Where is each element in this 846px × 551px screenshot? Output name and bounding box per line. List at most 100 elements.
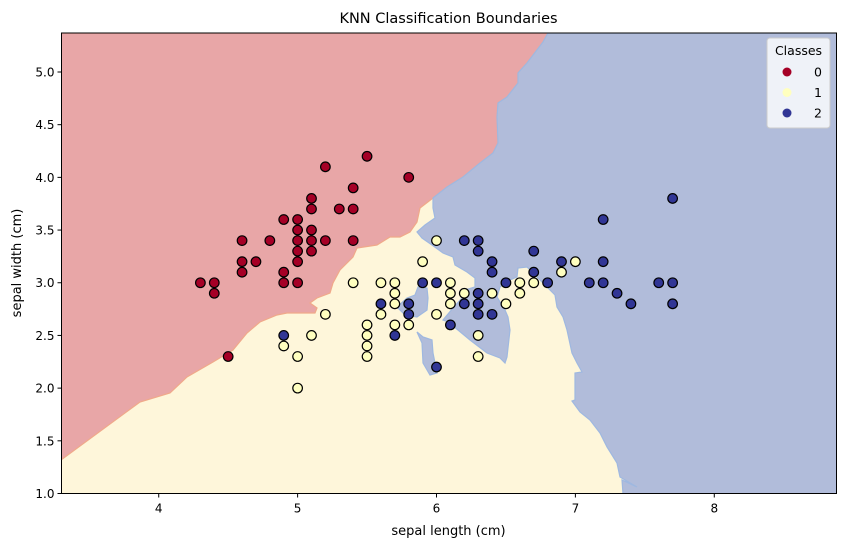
point-class-1	[403, 319, 415, 331]
x-axis-ticks: 4 5 6 7 8	[155, 493, 718, 516]
x-tick-label: 7	[572, 502, 580, 516]
point-class-2	[542, 277, 554, 289]
point-class-2	[472, 308, 484, 320]
y-tick-label: 4.0	[35, 171, 54, 185]
legend: Classes 0 1 2	[766, 37, 831, 129]
point-class-0	[194, 277, 206, 289]
point-class-0	[236, 235, 248, 246]
point-class-2	[486, 256, 498, 268]
point-class-0	[306, 245, 317, 257]
point-class-0	[319, 161, 331, 173]
data-points	[194, 150, 679, 394]
point-class-1	[375, 308, 387, 320]
point-class-2	[375, 298, 387, 310]
point-class-0	[361, 150, 373, 162]
point-class-2	[597, 277, 609, 289]
y-axis-label: sepal width (cm)	[10, 209, 25, 318]
point-class-1	[500, 298, 512, 310]
point-class-2	[667, 277, 679, 289]
point-class-2	[472, 245, 484, 257]
region-class-2	[416, 33, 837, 494]
point-class-1	[278, 340, 290, 352]
point-class-2	[611, 287, 623, 299]
point-class-2	[625, 298, 637, 310]
point-class-1	[347, 277, 359, 289]
point-class-1	[431, 308, 442, 320]
point-class-2	[389, 330, 401, 341]
point-class-1	[292, 351, 304, 362]
point-class-2	[431, 277, 442, 289]
point-class-0	[278, 214, 290, 225]
point-class-2	[278, 330, 290, 341]
point-class-1	[458, 287, 470, 299]
point-class-1	[431, 235, 442, 246]
point-class-0	[250, 256, 262, 268]
point-class-0	[278, 277, 290, 289]
x-tick-label: 8	[710, 502, 718, 516]
point-class-0	[264, 235, 276, 246]
x-axis-label: sepal length (cm)	[391, 524, 505, 539]
point-class-0	[222, 351, 234, 362]
plot-frame	[61, 32, 837, 494]
y-tick-label: 3.5	[35, 224, 54, 238]
point-class-1	[361, 319, 373, 331]
point-class-0	[292, 224, 304, 236]
point-class-1	[361, 330, 373, 341]
point-class-1	[389, 277, 401, 289]
y-tick-label: 4.5	[35, 118, 54, 132]
point-class-2	[597, 214, 609, 225]
point-class-2	[472, 235, 484, 246]
point-class-2	[528, 266, 540, 278]
legend-label: 2	[814, 106, 822, 121]
point-class-1	[444, 287, 456, 299]
point-class-1	[375, 277, 387, 289]
point-class-1	[389, 319, 401, 331]
point-class-2	[472, 287, 484, 299]
legend-label: 1	[814, 85, 822, 100]
point-class-2	[486, 308, 498, 320]
point-class-2	[528, 245, 540, 257]
point-class-2	[431, 361, 442, 373]
y-tick-label: 2.0	[35, 382, 54, 396]
point-class-0	[347, 203, 359, 215]
point-class-2	[417, 277, 429, 289]
y-tick-label: 1.0	[35, 487, 54, 501]
point-class-0	[292, 214, 304, 225]
chart-title: KNN Classification Boundaries	[339, 11, 557, 27]
point-class-2	[667, 298, 679, 310]
point-class-0	[292, 277, 304, 289]
point-class-1	[292, 382, 304, 394]
point-class-0	[236, 266, 248, 278]
x-tick-label: 6	[433, 502, 441, 516]
point-class-1	[486, 287, 498, 299]
point-class-2	[444, 319, 456, 331]
legend-marker-class-2	[782, 108, 792, 118]
legend-label: 0	[814, 65, 822, 80]
point-class-0	[306, 224, 317, 236]
point-class-2	[597, 256, 609, 268]
point-class-1	[472, 351, 484, 362]
point-class-0	[347, 235, 359, 246]
point-class-1	[389, 287, 401, 299]
legend-marker-class-0	[782, 67, 792, 77]
point-class-2	[403, 308, 415, 320]
point-class-2	[653, 277, 665, 289]
point-class-0	[306, 235, 317, 246]
point-class-1	[444, 277, 456, 289]
point-class-1	[528, 277, 540, 289]
point-class-1	[389, 298, 401, 310]
point-class-2	[458, 298, 470, 310]
point-class-0	[278, 266, 290, 278]
point-class-1	[306, 330, 317, 341]
point-class-0	[292, 256, 304, 268]
y-tick-label: 3.0	[35, 276, 54, 290]
y-tick-label: 1.5	[35, 434, 54, 448]
point-class-0	[236, 256, 248, 268]
point-class-1	[361, 340, 373, 352]
point-class-2	[556, 256, 567, 268]
point-class-0	[306, 193, 317, 204]
point-class-0	[319, 235, 331, 246]
legend-marker-class-1	[782, 88, 792, 97]
point-class-0	[292, 235, 304, 246]
